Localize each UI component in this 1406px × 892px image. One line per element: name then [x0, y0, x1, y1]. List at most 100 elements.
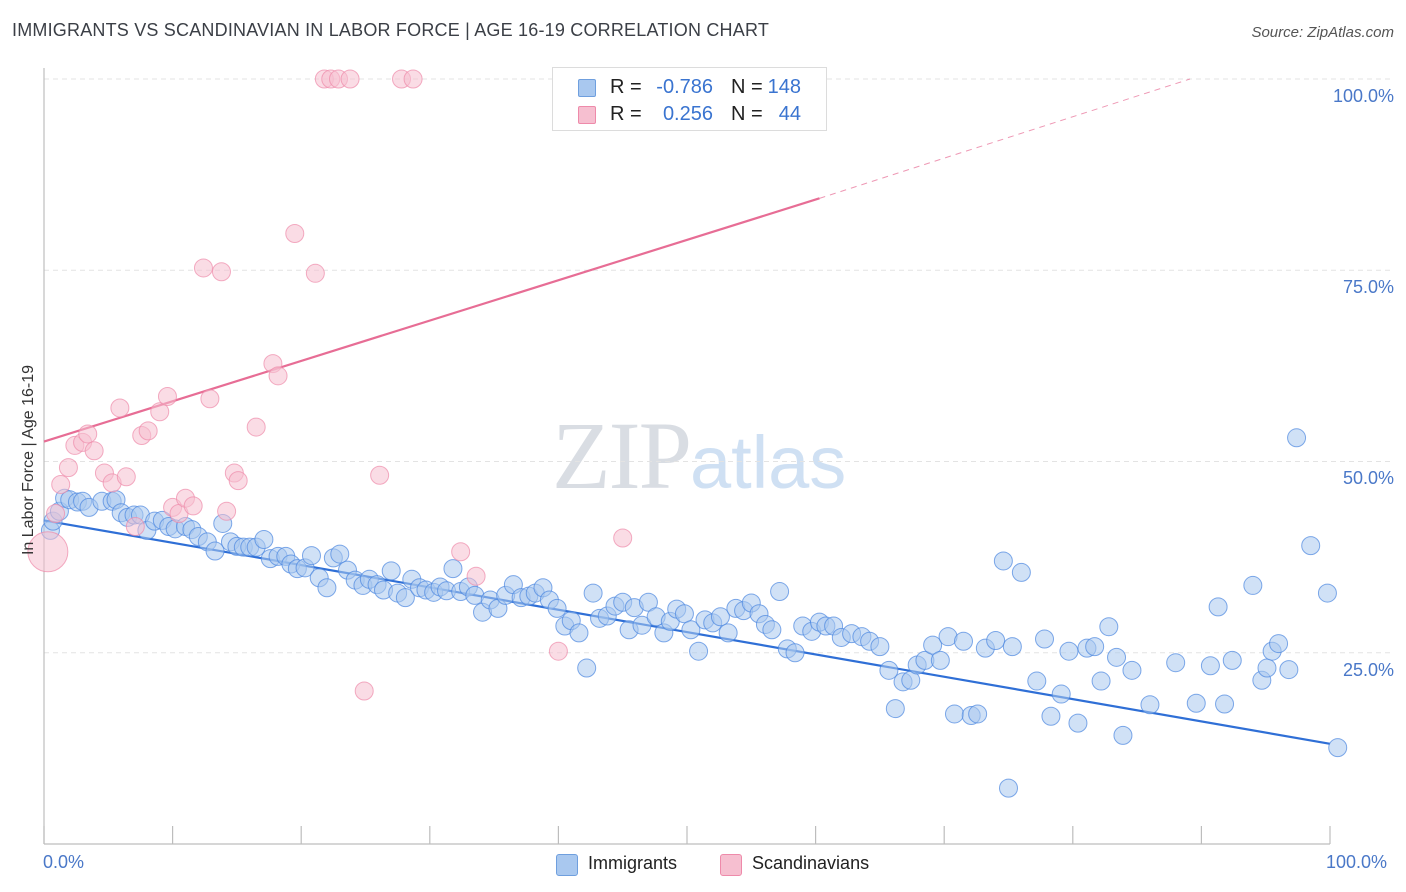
scandinavians-point [78, 424, 98, 444]
scandinavians-point [285, 224, 305, 244]
immigrants-point [1002, 637, 1022, 657]
y-tick-label: 75.0% [1342, 277, 1394, 297]
scandinavians-point [354, 681, 374, 701]
immigrants-point [330, 544, 350, 564]
immigrants-point [1041, 706, 1061, 726]
scandinavians-point [157, 386, 177, 406]
scandinavians-points [27, 69, 633, 701]
immigrants-point [1122, 660, 1142, 680]
immigrants-point [1243, 575, 1263, 595]
immigrants-point [1279, 660, 1299, 680]
immigrants-point [986, 631, 1006, 651]
immigrants-point [681, 620, 701, 640]
legend-label: Scandinavians [752, 853, 870, 873]
n-label: N = [731, 103, 763, 125]
scandinavians-point [403, 69, 423, 89]
immigrants-point [1051, 684, 1071, 704]
immigrants-point [1166, 653, 1186, 673]
y-tick-label: 25.0% [1342, 660, 1394, 680]
immigrants-point [870, 637, 890, 657]
immigrants-point [1328, 738, 1348, 758]
legend-swatch-immigrants [556, 854, 578, 876]
immigrants-point [443, 559, 463, 579]
n-label: N = [731, 76, 763, 98]
immigrants-point [1186, 693, 1206, 713]
stats-box: R = -0.786 N = 148 R = 0.256 N = 44 [552, 67, 827, 131]
immigrants-point [885, 699, 905, 719]
immigrants-point [632, 615, 652, 635]
stats-row-immigrants: R = -0.786 N = 148 [553, 73, 826, 101]
scandinavians-point [150, 402, 170, 422]
immigrants-point [710, 607, 730, 627]
n-value: 44 [778, 103, 801, 125]
scandinavians-point [200, 389, 220, 409]
immigrants-point [395, 588, 415, 608]
scandinavians-point [305, 263, 325, 283]
immigrants-point [1257, 658, 1277, 678]
immigrants-point [762, 620, 782, 640]
immigrants-point [1200, 656, 1220, 676]
immigrants-point [1208, 597, 1228, 617]
scandinavians-point [84, 441, 104, 461]
r-label: R = [610, 103, 642, 125]
legend-swatch-scandinavians [720, 854, 742, 876]
n-value: 148 [767, 76, 801, 98]
scandinavians-point [340, 69, 360, 89]
scandinavians-point [613, 528, 633, 548]
immigrants-point [1085, 637, 1105, 657]
scandinavians-point [110, 398, 130, 418]
watermark-zip: ZIP [552, 402, 692, 509]
immigrants-point [968, 704, 988, 724]
watermark: ZIPatlas [552, 400, 846, 511]
y-axis-label: In Labor Force | Age 16-19 [20, 364, 37, 556]
immigrants-point [569, 623, 589, 643]
gridlines [44, 78, 1394, 654]
r-label: R = [610, 76, 642, 98]
scandinavians-point [370, 465, 390, 485]
scandinavians-point [211, 262, 231, 282]
immigrants-point [1107, 647, 1127, 667]
immigrants-point [930, 650, 950, 670]
stats-swatch-immigrants [578, 79, 596, 97]
scandinavians-point [268, 366, 288, 386]
immigrants-point [1091, 671, 1111, 691]
immigrants-point [301, 546, 321, 566]
scandinavians-point [27, 531, 69, 573]
stats-swatch-scandinavians [578, 106, 596, 124]
immigrants-point [879, 660, 899, 680]
immigrants-point [1113, 725, 1133, 745]
scandinavians-point [548, 641, 568, 661]
y-tick-label: 50.0% [1342, 468, 1394, 488]
source-label: Source: ZipAtlas.com [1251, 24, 1394, 41]
scandinavians-point [51, 474, 71, 494]
immigrants-point [254, 530, 274, 550]
scandinavians-point [125, 517, 145, 537]
scandinavians-point [58, 458, 78, 478]
immigrants-point [1287, 428, 1307, 448]
immigrants-point [317, 578, 337, 598]
immigrants-point [785, 643, 805, 663]
immigrants-point [718, 623, 738, 643]
immigrants-point [1099, 617, 1119, 637]
immigrants-point [547, 598, 567, 618]
immigrants-point [923, 635, 943, 655]
y-tick-label: 100.0% [1332, 86, 1394, 106]
scandinavians-point [217, 501, 237, 521]
x-tick-label-max: 100.0% [1326, 852, 1388, 872]
immigrants-point [1140, 695, 1160, 715]
immigrants-point [1215, 694, 1235, 714]
immigrants-point [953, 631, 973, 651]
scandinavians-trend-extension [819, 78, 1191, 199]
scandinavians-point [138, 421, 158, 441]
immigrants-point [577, 658, 597, 678]
immigrants-point [1068, 713, 1088, 733]
scandinavians-point [228, 471, 248, 491]
scandinavians-point [116, 467, 136, 487]
immigrants-point [381, 561, 401, 581]
r-value: 0.256 [662, 103, 713, 125]
chart-title: IMMIGRANTS VS SCANDINAVIAN IN LABOR FORC… [12, 20, 770, 40]
scandinavians-point [183, 496, 203, 516]
legend-label: Immigrants [588, 853, 678, 873]
scandinavians-point [46, 504, 66, 524]
